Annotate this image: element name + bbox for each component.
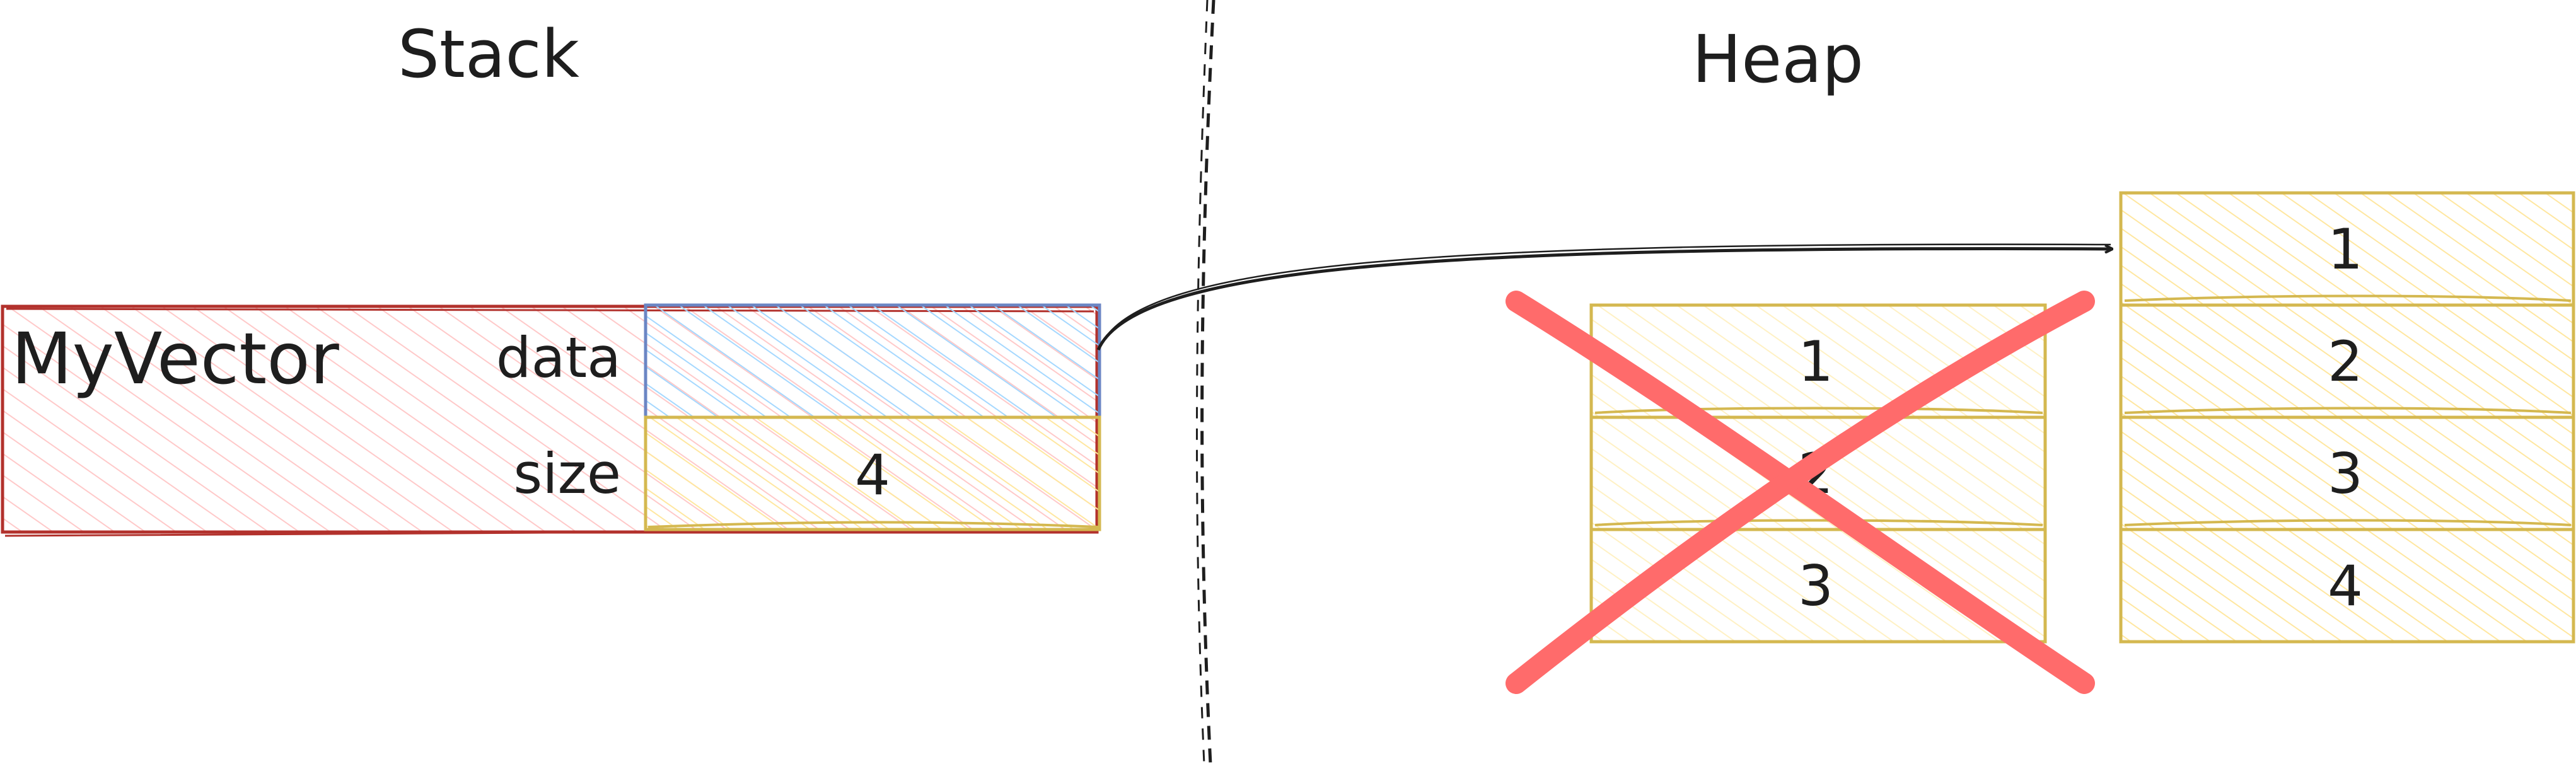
new-buffer-cell: 4 [2119,528,2575,644]
field-value-size: 4 [855,443,890,507]
new-cell-value: 2 [2328,329,2363,394]
new-buffer-cell: 3 [2119,415,2575,531]
data-pointer-arrow [1096,243,2112,350]
field-label-size: size [513,441,621,506]
new-buffer-cell: 2 [2119,303,2575,419]
stack-heading: Stack [398,16,579,93]
new-cell-value: 3 [2328,441,2363,506]
old-cell-value: 1 [1798,329,1833,394]
freed-cross-mark [1506,291,2095,694]
new-heap-buffer: 1 2 3 4 [2119,191,2575,644]
old-buffer-cell: 3 [1589,528,2047,644]
size-field-box [644,415,1101,531]
old-cell-value: 3 [1798,553,1833,618]
field-label-data: data [496,325,621,390]
new-cell-value: 4 [2328,553,2363,618]
myvector-struct: MyVector data size 4 [1,303,1101,537]
struct-name: MyVector [11,318,340,400]
heap-heading: Heap [1692,21,1864,98]
stack-heap-divider [1195,0,1215,764]
new-cell-value: 1 [2328,217,2363,282]
new-buffer-cell: 1 [2119,191,2575,307]
data-field-box [644,303,1101,419]
